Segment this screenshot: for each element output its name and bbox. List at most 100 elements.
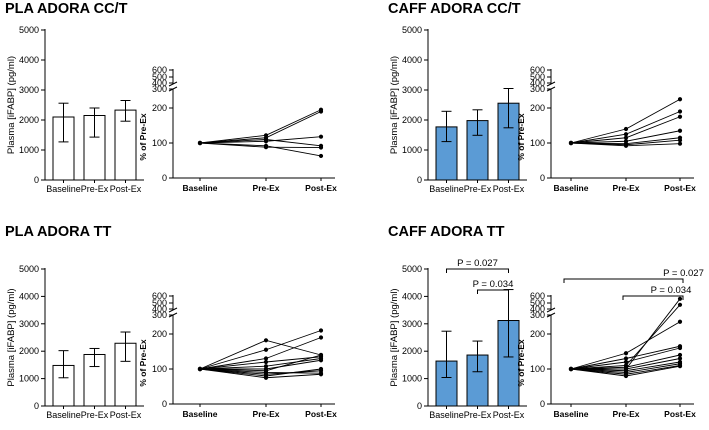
y-tick-label: 600	[530, 65, 545, 75]
y-tick-label: 2000	[402, 115, 422, 125]
y-tick-label: 100	[530, 364, 545, 374]
y-axis-label: % of Pre-Ex	[516, 113, 526, 161]
data-point	[318, 328, 324, 333]
significance-bracket	[622, 295, 684, 300]
p-value-label: P = 0.027	[457, 258, 498, 269]
data-point	[318, 366, 324, 372]
x-tick-label: Pre-Ex	[253, 183, 280, 193]
data-point	[263, 347, 269, 352]
data-point	[263, 338, 269, 343]
y-axis-label: % of Pre-Ex	[516, 339, 526, 387]
y-tick-label: 0	[34, 175, 39, 185]
x-tick-label: Post-Ex	[493, 184, 525, 194]
y-tick-label: 0	[162, 399, 167, 409]
y-tick-label: 200	[530, 103, 545, 113]
data-point	[263, 359, 269, 365]
y-tick-label: 200	[530, 329, 545, 339]
y-tick-label: 3000	[402, 319, 422, 329]
data-point	[677, 141, 683, 146]
data-point	[623, 356, 629, 361]
x-tick-label: Baseline	[183, 183, 218, 193]
y-tick-label: 500	[152, 72, 167, 82]
significance-bracket	[563, 278, 684, 283]
panel-title-caff-tt: CAFF ADORA TT	[388, 224, 505, 240]
data-point	[197, 366, 203, 372]
data-point	[318, 134, 324, 139]
data-point	[623, 135, 629, 140]
y-tick-label: 600	[530, 291, 545, 301]
y-tick-label: 0	[162, 173, 167, 183]
y-tick-label: 0	[34, 401, 39, 411]
y-axis-label: Plasma [iFABP] (pg/ml)	[389, 56, 400, 154]
y-tick-label: 300	[530, 310, 545, 320]
x-tick-label: Baseline	[554, 183, 589, 193]
y-tick-label: 2000	[19, 346, 39, 356]
y-tick-label: 0	[540, 399, 545, 409]
data-point	[677, 296, 683, 301]
y-tick-label: 200	[152, 103, 167, 113]
x-tick-label: Pre-Ex	[253, 409, 280, 419]
y-tick-label: 600	[152, 65, 167, 75]
data-point	[623, 373, 629, 379]
data-point	[623, 351, 629, 356]
data-point	[318, 153, 324, 159]
y-tick-label: 4000	[19, 291, 39, 301]
data-point	[677, 109, 683, 114]
y-tick-label: 2000	[19, 115, 39, 125]
data-point	[623, 126, 629, 132]
y-tick-label: 1000	[19, 145, 39, 155]
y-tick-label: 3000	[402, 85, 422, 95]
y-tick-label: 400	[530, 78, 545, 88]
y-tick-label: 100	[530, 138, 545, 148]
y-tick-label: 0	[417, 175, 422, 185]
data-point	[263, 356, 269, 361]
y-tick-label: 100	[152, 138, 167, 148]
p-value-label: P = 0.034	[473, 279, 514, 290]
data-point	[568, 366, 574, 372]
y-tick-label: 400	[152, 304, 167, 314]
y-tick-label: 0	[540, 173, 545, 183]
bar-chart-3: 0 1000 2000 3000 4000 5000 Plasma [iFABP] (pg/…	[389, 258, 527, 420]
data-point	[318, 335, 324, 340]
y-axis-label: Plasma [iFABP] (pg/ml)	[6, 288, 17, 386]
x-tick-label: Pre-Ex	[613, 409, 640, 419]
y-tick-label: 600	[152, 291, 167, 301]
p-value-label: P = 0.027	[663, 268, 704, 279]
y-tick-label: 500	[530, 298, 545, 308]
data-point	[318, 109, 324, 114]
x-tick-label: Baseline	[46, 410, 81, 420]
y-axis-label: Plasma [iFABP] (pg/ml)	[389, 288, 400, 386]
p-value-label: P = 0.034	[651, 285, 692, 296]
y-tick-label: 4000	[402, 55, 422, 65]
y-tick-label: 2000	[402, 346, 422, 356]
y-tick-label: 4000	[19, 55, 39, 65]
data-point	[677, 352, 683, 358]
y-tick-label: 1000	[402, 374, 422, 384]
panel-title-pla-cct: PLA ADORA CC/T	[5, 1, 128, 17]
x-tick-label: Baseline	[429, 184, 464, 194]
y-tick-label: 5000	[402, 264, 422, 274]
y-tick-label: 1000	[402, 145, 422, 155]
x-tick-label: Post-Ex	[110, 184, 142, 194]
x-tick-label: Baseline	[46, 184, 81, 194]
y-tick-label: 3000	[19, 85, 39, 95]
data-point	[677, 364, 683, 369]
x-tick-label: Post-Ex	[664, 183, 696, 193]
significance-bracket	[477, 289, 509, 294]
axis-break-mark	[546, 307, 556, 313]
axis-break-mark	[168, 307, 178, 313]
axis-break-mark	[168, 81, 178, 87]
axis-break-mark	[546, 81, 556, 87]
bar-chart-2: 0 1000 2000 3000 4000 5000 Plasma [iFABP] (pg/…	[6, 264, 144, 420]
x-tick-label: Baseline	[429, 410, 464, 420]
y-tick-label: 4000	[402, 291, 422, 301]
y-tick-label: 3000	[19, 319, 39, 329]
x-tick-label: Baseline	[183, 409, 218, 419]
y-tick-label: 500	[530, 72, 545, 82]
data-point	[623, 359, 629, 365]
